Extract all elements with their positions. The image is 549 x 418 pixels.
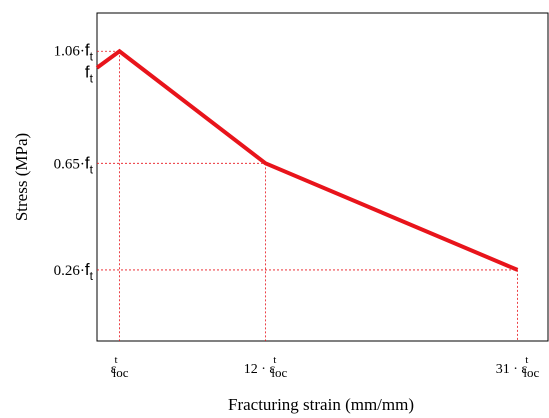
x-tick-label: 12 · εt loc: [244, 354, 288, 380]
x-tick-labels: εt loc 12 · εt loc 31 · εt loc: [111, 354, 540, 380]
x-axis-label: Fracturing strain (mm/mm): [228, 395, 414, 414]
y-tick-label: ft: [85, 63, 94, 86]
x-tick-label: 31 · εt loc: [496, 354, 540, 380]
x-tick-label: εt loc: [111, 354, 129, 380]
series-line-stress: [95, 48, 519, 272]
y-tick-label: 1.06·ft: [54, 40, 94, 63]
y-tick-label: 0.65·ft: [54, 153, 94, 176]
y-tick-label: 0.26·ft: [54, 260, 94, 283]
y-axis-label: Stress (MPa): [12, 133, 31, 221]
guide-lines: [97, 50, 518, 341]
plot-frame: [96, 12, 549, 342]
